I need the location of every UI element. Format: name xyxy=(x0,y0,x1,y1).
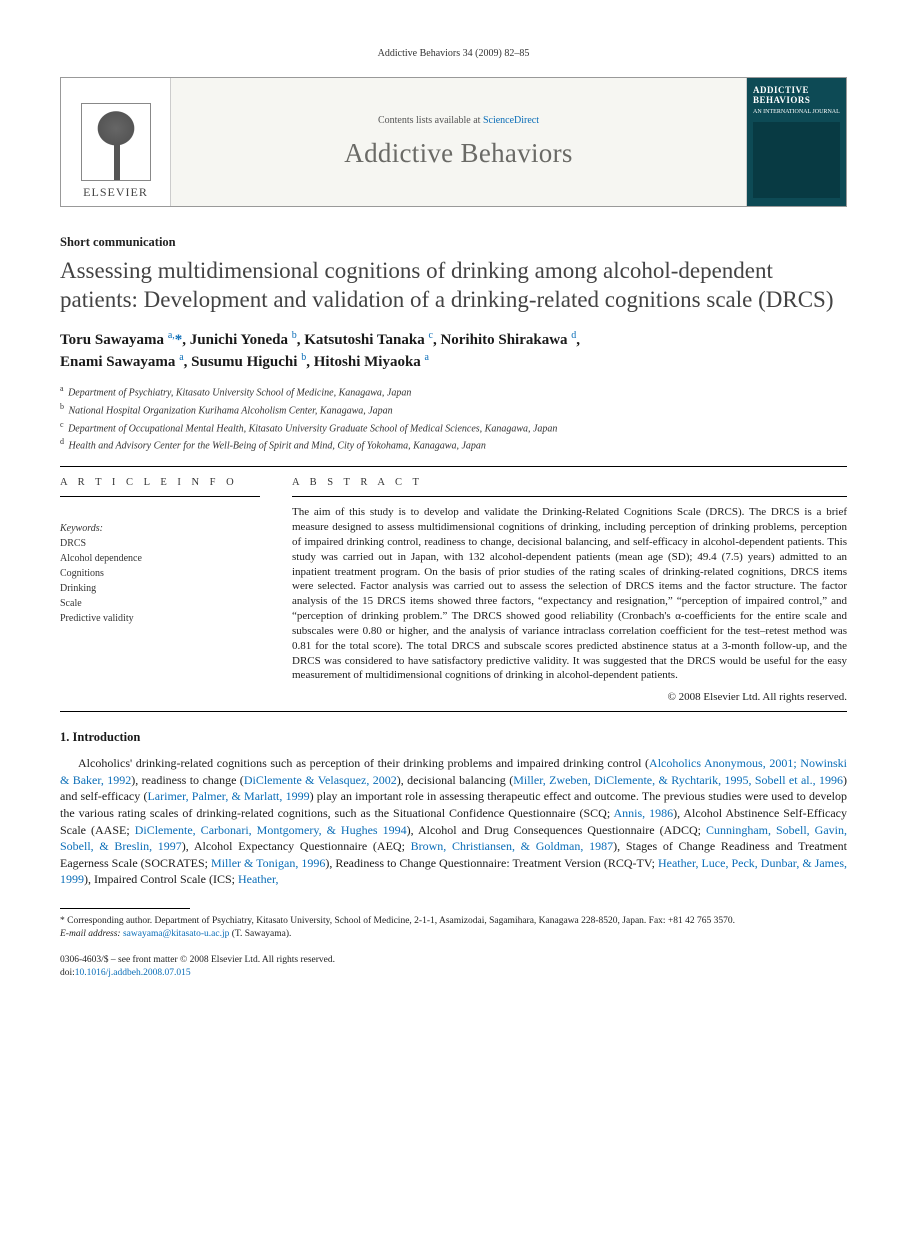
sciencedirect-link[interactable]: ScienceDirect xyxy=(483,115,539,126)
abstract-copyright: © 2008 Elsevier Ltd. All rights reserved… xyxy=(292,691,847,703)
cover-title: ADDICTIVE BEHAVIORS AN INTERNATIONAL JOU… xyxy=(753,86,840,116)
p1-text-b: ), readiness to change ( xyxy=(131,773,244,787)
abstract-text: The aim of this study is to develop and … xyxy=(292,505,847,683)
footnote-rule xyxy=(60,908,190,909)
masthead-center: Contents lists available at ScienceDirec… xyxy=(171,78,746,206)
ref-link-6[interactable]: DiClemente, Carbonari, Montgomery, & Hug… xyxy=(135,823,407,837)
email-link[interactable]: sawayama@kitasato-u.ac.jp xyxy=(123,929,229,939)
email-label: E-mail address: xyxy=(60,929,123,939)
article-type: Short communication xyxy=(60,235,847,250)
article-info-head: A R T I C L E I N F O xyxy=(60,477,260,488)
ref-link-5[interactable]: Annis, 1986 xyxy=(613,806,673,820)
footnote-text: Corresponding author. Department of Psyc… xyxy=(67,916,735,926)
cover-subtitle: AN INTERNATIONAL JOURNAL xyxy=(753,109,840,115)
article-title: Assessing multidimensional cognitions of… xyxy=(60,256,847,315)
p1-text-a: Alcoholics' drinking-related cognitions … xyxy=(78,756,649,770)
p1-text-h: ), Alcohol Expectancy Questionnaire (AEQ… xyxy=(182,839,411,853)
section-1-paragraph-1: Alcoholics' drinking-related cognitions … xyxy=(60,755,847,887)
rule-top xyxy=(60,466,847,467)
authors-line1: Toru Sawayama a,*, Junichi Yoneda b, Kat… xyxy=(60,332,580,348)
ref-link-9[interactable]: Miller & Tonigan, 1996 xyxy=(211,856,325,870)
publisher-logo-block: ELSEVIER xyxy=(61,78,171,206)
cover-title-line1: ADDICTIVE xyxy=(753,85,809,95)
running-head: Addictive Behaviors 34 (2009) 82–85 xyxy=(60,48,847,59)
p1-text-g: ), Alcohol and Drug Consequences Questio… xyxy=(407,823,706,837)
contents-prefix: Contents lists available at xyxy=(378,115,483,126)
elsevier-tree-icon xyxy=(81,103,151,181)
ref-link-2[interactable]: DiClemente & Velasquez, 2002 xyxy=(244,773,397,787)
info-rule xyxy=(60,496,260,497)
author-list: Toru Sawayama a,*, Junichi Yoneda b, Kat… xyxy=(60,329,847,373)
abstract-column: A B S T R A C T The aim of this study is… xyxy=(292,477,847,703)
page: Addictive Behaviors 34 (2009) 82–85 ELSE… xyxy=(0,0,907,1010)
ref-link-3[interactable]: Miller, Zweben, DiClemente, & Rychtarik,… xyxy=(513,773,843,787)
section-1-head: 1. Introduction xyxy=(60,730,847,745)
p1-text-j: ), Readiness to Change Questionnaire: Tr… xyxy=(325,856,658,870)
email-who: (T. Sawayama). xyxy=(229,929,291,939)
affiliations: a Department of Psychiatry, Kitasato Uni… xyxy=(60,383,847,454)
journal-cover-thumb: ADDICTIVE BEHAVIORS AN INTERNATIONAL JOU… xyxy=(746,78,846,206)
authors-line2: Enami Sawayama a, Susumu Higuchi b, Hito… xyxy=(60,354,429,370)
doi-label: doi: xyxy=(60,968,75,978)
ref-link-8[interactable]: Brown, Christiansen, & Goldman, 1987 xyxy=(411,839,614,853)
contents-available-line: Contents lists available at ScienceDirec… xyxy=(378,115,539,126)
rule-bottom xyxy=(60,711,847,712)
publisher-name: ELSEVIER xyxy=(83,185,148,200)
ref-link-11[interactable]: Heather, xyxy=(238,872,279,886)
keywords-list: DRCSAlcohol dependenceCognitionsDrinking… xyxy=(60,536,260,626)
keywords-label: Keywords: xyxy=(60,523,260,534)
doi-link[interactable]: 10.1016/j.addbeh.2008.07.015 xyxy=(75,968,191,978)
p1-text-c: ), decisional balancing ( xyxy=(397,773,513,787)
ref-link-4[interactable]: Larimer, Palmer, & Marlatt, 1999 xyxy=(147,789,309,803)
journal-name: Addictive Behaviors xyxy=(344,138,572,169)
p1-text-k: ), Impaired Control Scale (ICS; xyxy=(84,872,238,886)
corresponding-author-footnote: * Corresponding author. Department of Ps… xyxy=(60,915,847,941)
article-info-column: A R T I C L E I N F O Keywords: DRCSAlco… xyxy=(60,477,260,703)
front-matter-line1: 0306-4603/$ – see front matter © 2008 El… xyxy=(60,955,335,965)
abstract-rule xyxy=(292,496,847,497)
cover-art-placeholder xyxy=(753,122,840,198)
front-matter: 0306-4603/$ – see front matter © 2008 El… xyxy=(60,954,847,980)
journal-masthead: ELSEVIER Contents lists available at Sci… xyxy=(60,77,847,207)
abstract-head: A B S T R A C T xyxy=(292,477,847,488)
cover-title-line2: BEHAVIORS xyxy=(753,95,810,105)
info-abstract-row: A R T I C L E I N F O Keywords: DRCSAlco… xyxy=(60,477,847,703)
